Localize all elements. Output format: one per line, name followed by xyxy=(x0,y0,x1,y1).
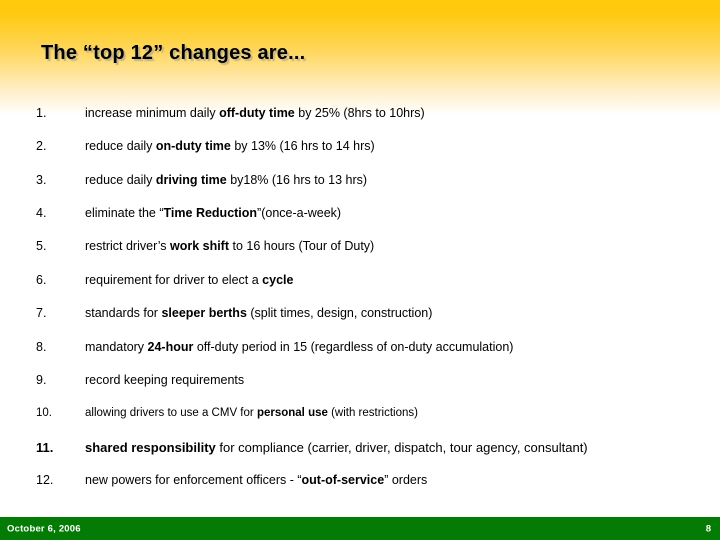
item-text: standards for sleeper berths (split time… xyxy=(85,306,433,321)
item-number: 5. xyxy=(36,239,47,254)
slide-title: The “top 12” changes are... xyxy=(41,42,306,64)
list-item: 2. reduce daily on-duty time by 13% (16 h… xyxy=(36,139,704,154)
item-text: eliminate the “Time Reduction”(once-a-we… xyxy=(85,206,342,221)
item-text: record keeping requirements xyxy=(85,372,245,387)
numbered-list: 1. increase minimum daily off-duty time b… xyxy=(36,106,704,488)
item-text: new powers for enforcement officers - “o… xyxy=(85,472,428,487)
item-text: allowing drivers to use a CMV for person… xyxy=(85,407,418,420)
item-text: requirement for driver to elect a cycle xyxy=(85,272,294,287)
footer-page-number: 8 xyxy=(705,523,711,534)
item-number: 6. xyxy=(36,272,47,287)
footer-bar: October 6, 2006 8 xyxy=(0,517,720,540)
list-item: 3. reduce daily driving time by18% (16 hr… xyxy=(36,173,704,188)
header-gradient-band xyxy=(0,0,720,118)
item-number: 9. xyxy=(36,372,47,387)
item-number: 7. xyxy=(36,306,47,321)
item-number: 12. xyxy=(36,472,54,487)
item-number: 3. xyxy=(36,172,47,187)
list-item: 9. record keeping requirements xyxy=(36,373,704,388)
list-item: 7. standards for sleeper berths (split ti… xyxy=(36,306,704,321)
list-item: 12. new powers for enforcement officers -… xyxy=(36,473,704,488)
item-text: restrict driver’s work shift to 16 hours… xyxy=(85,239,375,254)
footer-date: October 6, 2006 xyxy=(7,523,81,534)
item-text: increase minimum daily off-duty time by … xyxy=(85,106,425,120)
list-item: 11. shared responsibility for compliance … xyxy=(36,440,704,455)
item-number: 1. xyxy=(36,106,47,120)
item-text: reduce daily driving time by18% (16 hrs … xyxy=(85,172,368,187)
list-item: 10. allowing drivers to use a CMV for per… xyxy=(36,406,704,421)
item-text: shared responsibility for compliance (ca… xyxy=(85,439,588,455)
list-item: 6. requirement for driver to elect a cycl… xyxy=(36,273,704,288)
item-number: 10. xyxy=(36,407,52,420)
list-item: 5. restrict driver’s work shift to 16 hou… xyxy=(36,239,704,254)
item-text: reduce daily on-duty time by 13% (16 hrs… xyxy=(85,139,375,154)
item-number: 11. xyxy=(36,439,54,455)
list-item: 1. increase minimum daily off-duty time b… xyxy=(36,106,704,121)
item-number: 4. xyxy=(36,206,47,221)
item-number: 2. xyxy=(36,139,47,154)
item-number: 8. xyxy=(36,339,47,354)
item-text: mandatory 24-hour off-duty period in 15 … xyxy=(85,339,514,354)
list-item: 4. eliminate the “Time Reduction”(once-a-… xyxy=(36,206,704,221)
list-item: 8. mandatory 24-hour off-duty period in 1… xyxy=(36,340,704,355)
